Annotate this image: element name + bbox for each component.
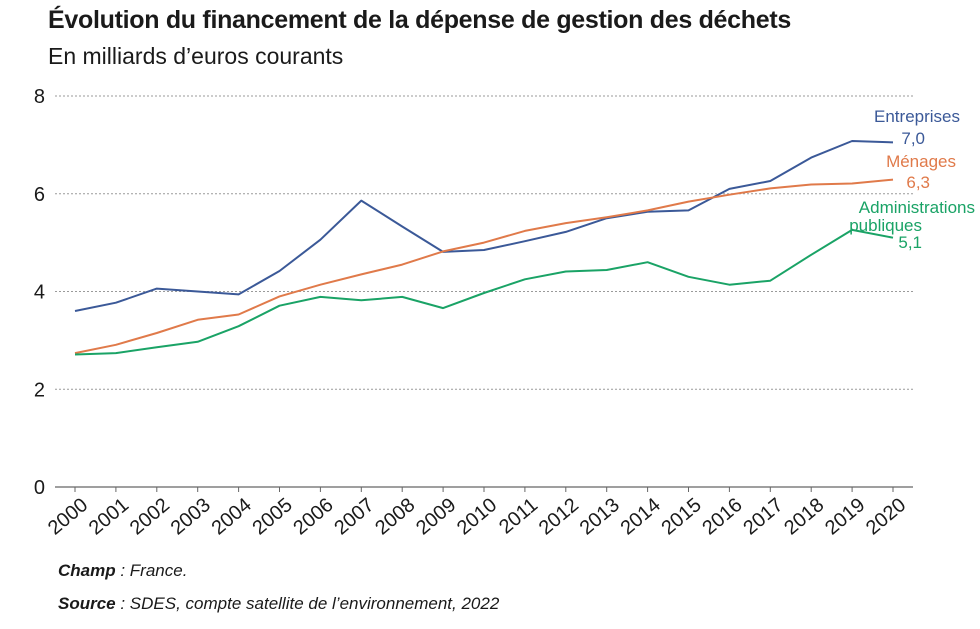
x-tick-label-2000: 2000	[44, 494, 92, 539]
chart-title: Évolution du financement de la dépense d…	[48, 6, 791, 34]
x-tick-label-2004: 2004	[208, 494, 256, 539]
x-axis: 2000200120022003200420052006200720082009…	[44, 486, 913, 539]
champ-text: : France.	[115, 561, 188, 580]
y-axis-ticks: 0 2 4 6 8	[34, 86, 45, 499]
x-tick-label-2005: 2005	[248, 494, 296, 539]
source-note: Source : SDES, compte satellite de l’env…	[58, 594, 499, 614]
x-tick-label-2014: 2014	[617, 494, 665, 539]
source-label: Source	[58, 594, 116, 613]
source-text: : SDES, compte satellite de l’environnem…	[115, 594, 500, 613]
x-tick-label-2008: 2008	[371, 494, 419, 539]
x-tick-label-2006: 2006	[289, 494, 337, 539]
series-line-1	[74, 178, 894, 355]
x-tick-label-2009: 2009	[412, 494, 460, 539]
y-tick-label-6: 6	[34, 184, 45, 206]
y-tick-label-2: 2	[34, 379, 45, 401]
series-value-label-2: 5,1	[898, 233, 922, 252]
series-labels: Entreprises 7,0 Ménages 6,3 Administrationsp…	[849, 107, 975, 252]
series-lines	[74, 140, 894, 356]
y-tick-label-8: 8	[34, 86, 45, 108]
y-tick-label-0: 0	[34, 477, 45, 499]
x-tick-label-2015: 2015	[657, 494, 705, 539]
x-tick-label-2003: 2003	[167, 494, 215, 539]
series-name-label-2: Administrations	[859, 198, 975, 217]
series-name-label-0: Entreprises	[874, 107, 960, 126]
x-tick-label-2019: 2019	[821, 494, 869, 539]
series-value-label-1: 6,3	[906, 173, 930, 192]
champ-label: Champ	[58, 561, 116, 580]
y-tick-label-4: 4	[34, 282, 45, 304]
x-tick-label-2017: 2017	[739, 494, 787, 539]
x-tick-label-2011: 2011	[495, 494, 542, 539]
series-line-2	[74, 228, 894, 356]
x-tick-label-2007: 2007	[330, 494, 378, 539]
x-tick-label-2002: 2002	[126, 494, 174, 539]
series-line-0	[74, 140, 894, 312]
x-tick-label-2013: 2013	[576, 494, 624, 539]
x-tick-label-2018: 2018	[780, 494, 828, 539]
x-tick-label-2010: 2010	[453, 494, 501, 539]
series-name-label-2: publiques	[849, 216, 922, 235]
x-tick-label-2016: 2016	[698, 494, 746, 539]
grid-lines	[55, 95, 913, 390]
x-tick-label-2020: 2020	[862, 494, 910, 539]
champ-note: Champ : France.	[58, 561, 187, 581]
series-value-label-0: 7,0	[901, 129, 925, 148]
series-name-label-1: Ménages	[886, 152, 956, 171]
chart-subtitle: En milliards d’euros courants	[48, 43, 344, 69]
x-tick-label-2012: 2012	[535, 494, 583, 539]
x-tick-label-2001: 2001	[85, 494, 133, 539]
